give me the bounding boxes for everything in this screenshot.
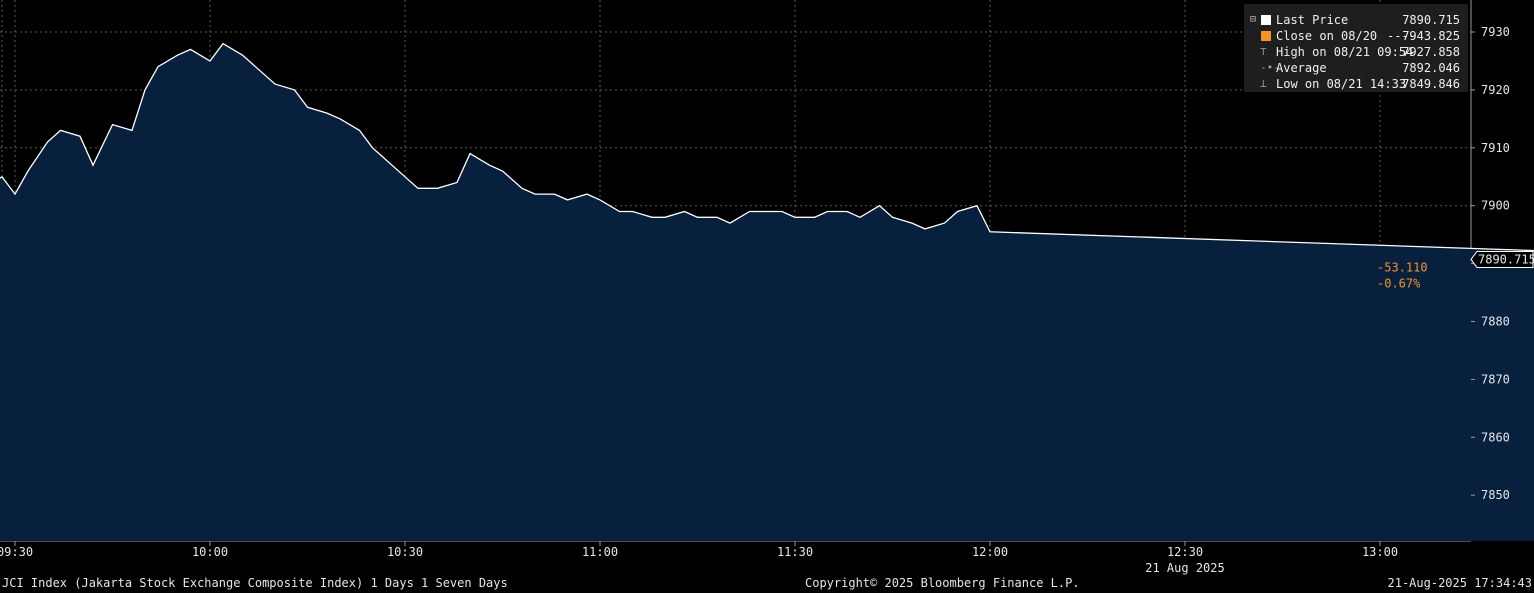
y-tick-label: 7930	[1481, 25, 1510, 39]
legend-value: 7892.046	[1402, 61, 1460, 75]
x-tick-label: 10:30	[387, 545, 423, 559]
legend-item-close[interactable]: Close on 08/20 ---- 7943.825	[1244, 28, 1468, 44]
high-marker-icon: ⊤	[1260, 45, 1267, 58]
legend-swatch-orange	[1261, 31, 1271, 41]
legend-label: Close on 08/20	[1276, 29, 1378, 43]
legend-label: Low on 08/21 14:33	[1276, 77, 1407, 91]
legend-value: 7943.825	[1402, 29, 1460, 43]
footer-copyright: Copyright© 2025 Bloomberg Finance L.P.	[805, 576, 1080, 590]
price-area	[0, 43, 1534, 541]
x-tick-label: 10:00	[192, 545, 228, 559]
x-tick-label: 11:00	[582, 545, 618, 559]
y-tick-label: 7850	[1481, 488, 1510, 502]
x-tick-label: 11:30	[777, 545, 813, 559]
x-tick-label: 12:00	[972, 545, 1008, 559]
legend-label: Average	[1276, 61, 1327, 75]
legend-item-average[interactable]: -•- Average 7892.046	[1244, 60, 1468, 76]
y-tick-label: 7880	[1481, 315, 1510, 329]
y-tick-label: 7870	[1481, 372, 1510, 386]
last-price-tag-value: 7890.715	[1478, 252, 1534, 266]
x-tick-label: 13:00	[1362, 545, 1398, 559]
y-tick-label: 7910	[1481, 141, 1510, 155]
legend-value: 7890.715	[1402, 13, 1460, 27]
y-tick-label: 7860	[1481, 430, 1510, 444]
footer-security-description: JCI Index (Jakarta Stock Exchange Compos…	[2, 576, 508, 590]
x-tick-label: 09:30	[0, 545, 33, 559]
x-axis: 09:30 10:00 10:30 11:00 11:30 12:00 12:30 13:00…	[0, 541, 1398, 575]
legend-label: High on 08/21 09:54	[1276, 45, 1414, 59]
average-marker-icon: -•-	[1260, 61, 1280, 74]
legend-item-low[interactable]: ⊥ Low on 08/21 14:33 7849.846	[1244, 76, 1468, 92]
price-line	[0, 42, 1534, 252]
date-label: 21 Aug 2025	[1145, 561, 1224, 575]
y-tick-label: 7920	[1481, 83, 1510, 97]
legend-label: Last Price	[1276, 13, 1349, 27]
legend-swatch-white	[1261, 15, 1271, 25]
y-axis: 785078607870788078907900791079207930	[1471, 25, 1510, 502]
last-price-tag	[1470, 250, 1534, 268]
last-price-marker: 7890.715 -53.110 -0.67%	[1377, 250, 1534, 290]
legend-item-last-price[interactable]: ⊟ Last Price 7890.715	[1244, 12, 1468, 28]
legend-item-high[interactable]: ⊤ High on 08/21 09:54 7927.858	[1244, 44, 1468, 60]
legend-dash: ----	[1387, 29, 1416, 43]
legend-value: 7849.846	[1402, 77, 1460, 91]
x-tick-label: 12:30	[1167, 545, 1203, 559]
legend: ⊟ Last Price 7890.715 Close on 08/20 ---…	[1244, 4, 1468, 92]
checkbox-minus-icon[interactable]: ⊟	[1249, 14, 1257, 25]
change-value: -53.110	[1377, 260, 1428, 274]
footer-timestamp: 21-Aug-2025 17:34:43	[1387, 576, 1533, 590]
low-marker-icon: ⊥	[1260, 77, 1267, 90]
change-percent: -0.67%	[1377, 276, 1421, 290]
legend-value: 7927.858	[1402, 45, 1460, 59]
y-tick-label: 7900	[1481, 199, 1510, 213]
